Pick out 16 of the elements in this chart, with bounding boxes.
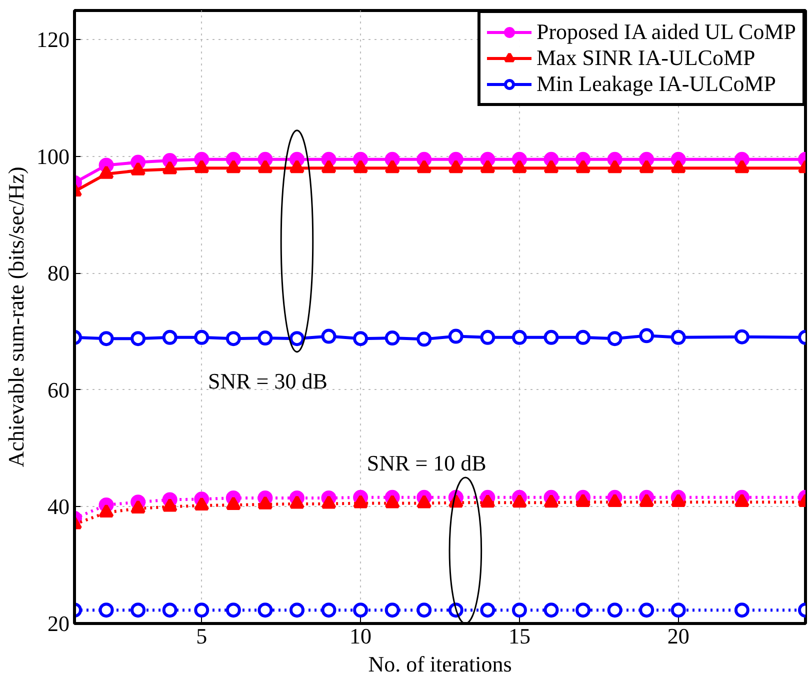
y-tick-label: 120 bbox=[36, 27, 70, 52]
y-tick-label: 80 bbox=[48, 260, 70, 286]
y-tick-label: 100 bbox=[36, 144, 70, 169]
x-tick-label: 5 bbox=[196, 624, 208, 648]
legend-label: Proposed IA aided UL CoMP bbox=[536, 19, 796, 45]
x-tick-label: 20 bbox=[667, 624, 690, 648]
y-tick-label: 40 bbox=[48, 494, 70, 520]
legend-label: Max SINR IA-ULCoMP bbox=[536, 45, 756, 71]
x-tick-label: 15 bbox=[508, 624, 530, 648]
annotation: SNR = 30 dB bbox=[208, 368, 328, 394]
x-axis-title: No. of iterations bbox=[368, 652, 512, 676]
annotation: SNR = 10 dB bbox=[366, 450, 486, 476]
y-axis-title: Achievable sum-rate (bits/sec/Hz) bbox=[4, 166, 28, 468]
y-tick-label: 60 bbox=[48, 377, 70, 402]
legend-label: Min Leakage IA-ULCoMP bbox=[536, 71, 776, 97]
x-tick-label: 10 bbox=[350, 624, 372, 648]
